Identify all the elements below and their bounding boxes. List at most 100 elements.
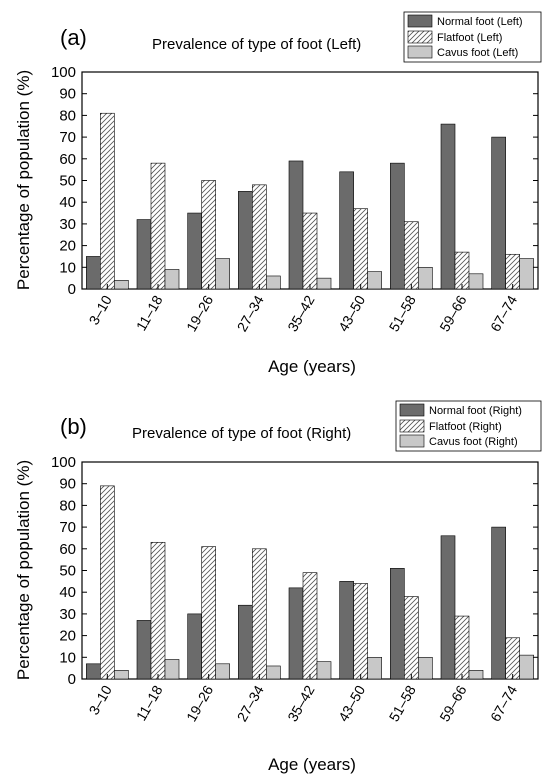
- bar-normal: [136, 620, 152, 680]
- legend-label: Cavus foot (Right): [429, 436, 518, 448]
- bar-normal: [491, 526, 506, 680]
- x-axis-title: Age (years): [268, 755, 356, 774]
- bar-group: [86, 112, 534, 290]
- y-tick-label: 100: [51, 454, 76, 471]
- chart-title: Prevalence of type of foot (Left): [152, 36, 361, 53]
- bar-normal: [238, 191, 253, 290]
- legend-label: Flatfoot (Left): [437, 32, 502, 44]
- y-tick-label: 70: [59, 519, 76, 536]
- bar-cavus: [418, 266, 433, 290]
- panel-a: (a) Prevalence of type of foot (Left) 0 1…: [14, 11, 542, 376]
- bar-flatfoot: [404, 221, 419, 290]
- y-tick-label: 40: [59, 584, 76, 601]
- x-axis: 3–10 11–18 19–26 27–34 35–42 43–50 51–58 59–66 6…: [85, 674, 520, 724]
- y-tick-label: 0: [68, 281, 76, 298]
- bar-normal: [390, 162, 405, 290]
- legend-label: Normal foot (Left): [437, 16, 523, 28]
- y-tick-label: 80: [59, 107, 76, 124]
- y-tick-label: 90: [59, 86, 76, 103]
- x-tick-label: 19–26: [183, 292, 216, 334]
- y-tick-label: 80: [59, 497, 76, 514]
- bar-normal: [440, 123, 456, 290]
- x-tick-label: 11–18: [133, 292, 166, 333]
- legend: Normal foot (Right) Flatfoot (Right) Cav…: [395, 400, 542, 452]
- bar-cavus: [114, 670, 129, 680]
- bar-cavus: [367, 271, 382, 290]
- y-tick-label: 70: [59, 129, 76, 146]
- bar-cavus: [468, 670, 484, 680]
- y-tick-label: 20: [59, 628, 76, 645]
- y-tick-label: 50: [59, 563, 76, 580]
- x-tick-label: 11–18: [133, 682, 166, 723]
- bar-normal: [339, 581, 354, 680]
- bar-flatfoot: [353, 583, 368, 680]
- bar-cavus: [418, 656, 433, 680]
- bar-normal: [86, 663, 101, 680]
- panel-b: (b) Prevalence of type of foot (Right) 0…: [14, 400, 542, 774]
- bar-flatfoot: [100, 112, 115, 290]
- bar-cavus: [266, 275, 281, 290]
- bar-cavus: [468, 273, 484, 290]
- x-tick-label: 43–50: [335, 292, 368, 334]
- chart-title: Prevalence of type of foot (Right): [132, 425, 351, 442]
- bar-cavus: [316, 277, 332, 290]
- bar-normal: [187, 613, 202, 680]
- bar-normal: [339, 171, 354, 290]
- bar-flatfoot: [353, 208, 368, 290]
- x-tick-label: 43–50: [335, 682, 368, 724]
- y-tick-label: 30: [59, 216, 76, 233]
- y-tick-label: 20: [59, 238, 76, 255]
- bar-cavus: [114, 280, 129, 290]
- x-tick-label: 35–42: [284, 292, 317, 334]
- legend-swatch-cavus: [399, 434, 425, 448]
- legend: Normal foot (Left) Flatfoot (Left) Cavus…: [403, 11, 542, 63]
- y-tick-label: 0: [68, 671, 76, 688]
- bar-cavus: [164, 269, 180, 290]
- x-tick-label: 67–74: [487, 682, 520, 724]
- bar-normal: [440, 535, 456, 680]
- bar-flatfoot: [252, 184, 267, 290]
- y-axis: 0 10 20 30 40 50 60 70 80 90 100: [51, 64, 538, 298]
- x-tick-label: 35–42: [284, 682, 317, 724]
- bar-flatfoot: [201, 546, 216, 680]
- panel-letter: (b): [60, 414, 87, 439]
- bar-flatfoot: [454, 251, 470, 290]
- bar-flatfoot: [302, 212, 318, 290]
- bar-cavus: [266, 665, 281, 680]
- legend-swatch-cavus: [407, 45, 433, 59]
- bar-flatfoot: [252, 548, 267, 680]
- x-tick-label: 19–26: [183, 682, 216, 724]
- bar-cavus: [316, 661, 332, 680]
- bar-normal: [86, 256, 101, 290]
- bar-flatfoot: [302, 572, 318, 680]
- bar-group: [86, 485, 534, 680]
- x-axis: 3–10 11–18 19–26 27–34 35–42 43–50 51–58 59–66 6…: [85, 284, 520, 334]
- bar-cavus: [215, 663, 230, 680]
- bar-normal: [288, 160, 304, 290]
- x-tick-label: 3–10: [85, 292, 115, 327]
- x-tick-label: 3–10: [85, 682, 115, 717]
- bar-normal: [187, 212, 202, 290]
- bar-cavus: [164, 659, 180, 680]
- y-tick-label: 10: [59, 649, 76, 666]
- legend-label: Flatfoot (Right): [429, 421, 502, 433]
- y-axis-title: Percentage of population (%): [14, 460, 33, 680]
- bar-cavus: [519, 654, 534, 680]
- x-tick-label: 59–66: [436, 682, 469, 724]
- bar-flatfoot: [505, 637, 520, 680]
- bar-normal: [491, 136, 506, 290]
- bar-flatfoot: [505, 253, 520, 290]
- bar-normal: [238, 604, 253, 680]
- x-axis-title: Age (years): [268, 357, 356, 376]
- legend-swatch-normal: [407, 14, 433, 28]
- y-tick-label: 90: [59, 476, 76, 493]
- legend-swatch-flat: [407, 30, 433, 44]
- x-tick-label: 51–58: [386, 292, 419, 334]
- y-axis: 0 10 20 30 40 50 60 70 80 90 100: [51, 454, 538, 688]
- bar-cavus: [367, 656, 382, 680]
- legend-label: Cavus foot (Left): [437, 47, 518, 59]
- bar-normal: [288, 587, 304, 680]
- bar-cavus: [215, 258, 230, 290]
- x-tick-label: 59–66: [436, 292, 469, 334]
